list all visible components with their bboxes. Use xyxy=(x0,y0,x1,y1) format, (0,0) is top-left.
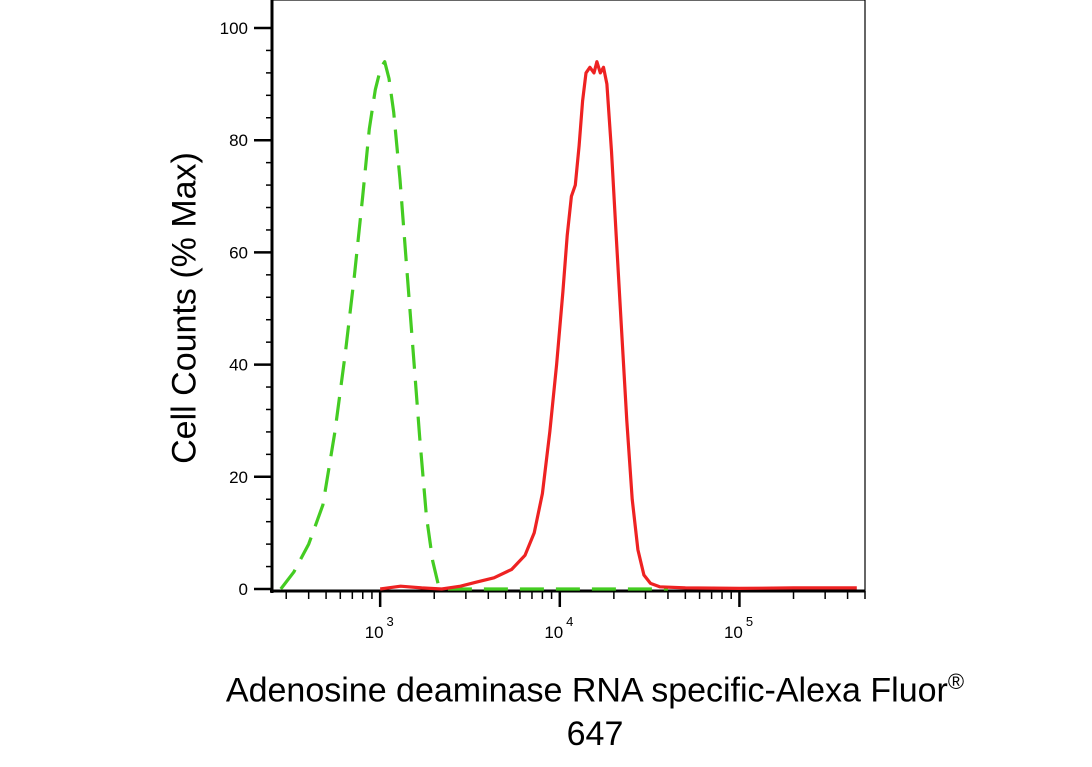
y-tick-label: 40 xyxy=(229,356,248,375)
plot-frame-rect xyxy=(271,0,866,592)
y-axis: 0 20 40 60 80 100 xyxy=(220,19,272,599)
series-line-1 xyxy=(279,60,668,591)
y-axis-title-box: Cell Counts (% Max) xyxy=(165,118,205,498)
plot-frame xyxy=(270,0,866,593)
x-tick-label-exponent: 4 xyxy=(566,614,573,629)
x-axis-title: Adenosine deaminase RNA specific-Alexa F… xyxy=(100,660,1090,756)
x-tick-label: 10 xyxy=(544,623,563,642)
y-tick-label: 0 xyxy=(239,580,248,599)
x-axis-title-text: Adenosine deaminase RNA specific-Alexa F… xyxy=(225,671,948,710)
x-tick-label-exponent: 3 xyxy=(387,614,394,629)
registered-mark: ® xyxy=(947,669,965,694)
y-tick-label: 60 xyxy=(229,243,248,262)
y-tick-label: 80 xyxy=(229,131,248,150)
x-axis-title-line2: 647 xyxy=(566,715,624,754)
series-line-2 xyxy=(379,60,857,591)
x-tick-label-exponent: 5 xyxy=(746,614,753,629)
x-tick-label: 10 xyxy=(365,623,384,642)
x-axis-title-line1: Adenosine deaminase RNA specific-Alexa F… xyxy=(100,660,1090,712)
y-tick-label: 100 xyxy=(220,19,248,38)
y-axis-title: Cell Counts (% Max) xyxy=(165,152,204,464)
x-tick-label: 10 xyxy=(724,623,743,642)
y-tick-label: 20 xyxy=(229,468,248,487)
series-group xyxy=(279,60,857,591)
